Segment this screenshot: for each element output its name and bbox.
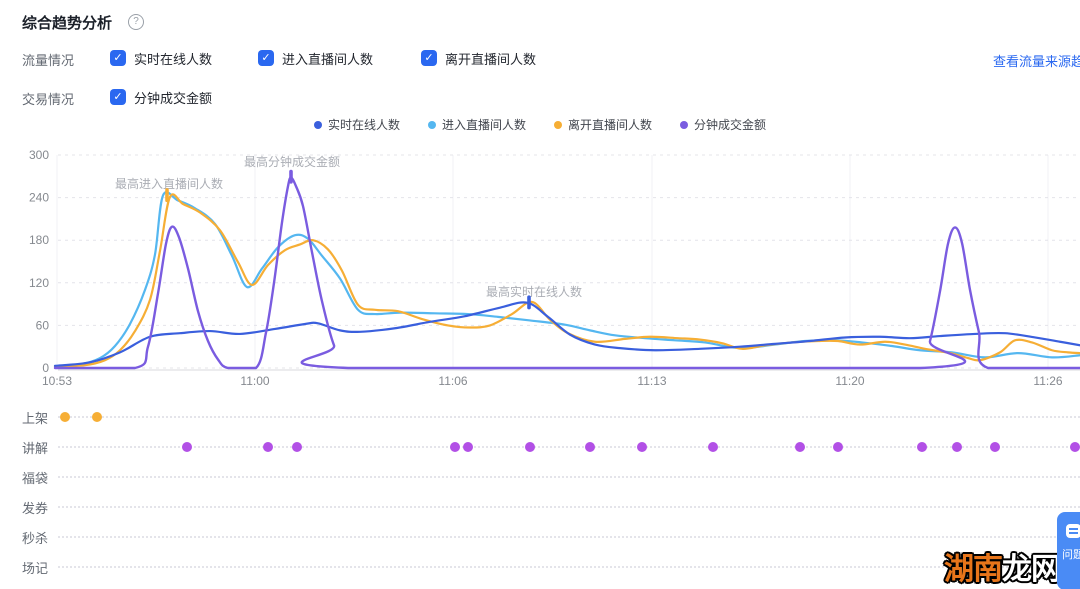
event-row-label-4: 发券 [22,501,49,516]
event-dot[interactable] [450,442,460,452]
chat-bubble-icon [1066,524,1080,538]
legend-label: 离开直播间人数 [568,118,653,132]
transaction-section-label: 交易情况 [22,92,75,107]
legend-label: 实时在线人数 [327,118,400,132]
event-dot[interactable] [1070,442,1080,452]
legend-item-realtime-online[interactable]: 实时在线人数 [313,116,400,133]
traffic-section-label: 流量情况 [22,53,75,68]
filter-option-minute-gmv: 分钟成交金额 [110,88,212,106]
event-row-line [58,416,1080,418]
checkbox-label: 离开直播间人数 [445,51,537,67]
event-dot[interactable] [463,442,473,452]
event-dot[interactable] [952,442,962,452]
event-dot[interactable] [292,442,302,452]
legend-dot-icon [680,120,689,129]
event-dot[interactable] [708,442,718,452]
event-row-line [58,476,1080,478]
event-row-line [58,566,1080,568]
checkbox-label: 分钟成交金额 [134,90,213,106]
filter-option-realtime-online: 实时在线人数 [110,49,212,67]
feedback-label: 问题 [1062,549,1080,561]
legend-label: 分钟成交金额 [694,118,767,132]
help-icon[interactable] [128,14,144,30]
event-dot[interactable] [525,442,535,452]
checkbox-label: 进入直播间人数 [282,51,374,67]
legend-label: 进入直播间人数 [441,118,526,132]
page-title: 综合趋势分析 [22,15,113,32]
event-row-label-6: 场记 [22,561,49,576]
event-dot[interactable] [182,442,192,452]
event-dot[interactable] [833,442,843,452]
event-dot[interactable] [263,442,273,452]
watermark-text: 湖南 [944,553,1003,586]
event-row-line [58,446,1080,448]
event-row-line [58,536,1080,538]
legend-dot-icon [554,120,562,129]
checkbox-label: 实时在线人数 [134,51,213,67]
event-dot[interactable] [917,442,927,452]
view-traffic-source-link[interactable]: 查看流量来源趋 [993,54,1080,69]
checkbox-leave-room[interactable] [421,50,437,66]
legend-item-enter-room[interactable]: 进入直播间人数 [427,116,526,133]
event-row-label-5: 秒杀 [22,531,49,546]
legend-dot-icon [313,120,322,129]
event-dot[interactable] [795,442,805,452]
event-row-label-2: 讲解 [22,441,49,456]
feedback-button[interactable]: 问题 [1057,512,1080,589]
legend-item-leave-room[interactable]: 离开直播间人数 [554,116,652,133]
legend-item-minute-gmv[interactable]: 分钟成交金额 [680,116,766,133]
watermark-text: 龙网 [1002,553,1061,586]
checkbox-minute-gmv[interactable] [110,89,126,105]
event-dot[interactable] [637,442,647,452]
event-row-label-3: 福袋 [22,471,49,486]
legend-dot-icon [427,120,436,129]
event-row-line [58,506,1080,508]
filter-option-enter-room: 进入直播间人数 [258,49,373,67]
event-dot[interactable] [585,442,595,452]
event-row-label-1: 上架 [22,411,49,426]
filter-option-leave-room: 离开直播间人数 [421,49,536,67]
event-dot[interactable] [60,412,70,422]
event-dot[interactable] [990,442,1000,452]
watermark: 湖南龙网 [944,544,1061,588]
chart-legend: 实时在线人数 进入直播间人数 离开直播间人数 分钟成交金额 [0,116,1080,133]
checkbox-realtime-online[interactable] [110,50,126,66]
event-dot[interactable] [92,412,102,422]
checkbox-enter-room[interactable] [258,50,274,66]
